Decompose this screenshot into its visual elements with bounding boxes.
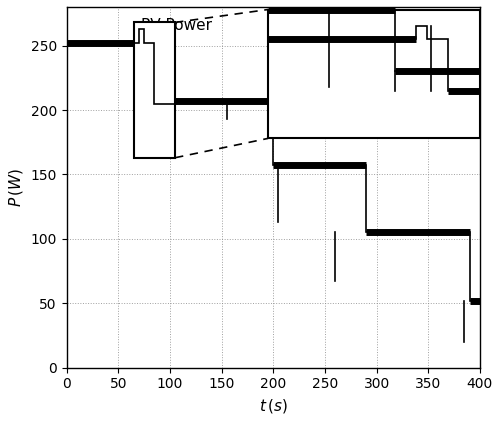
Y-axis label: $P\,(W)$: $P\,(W)$ <box>7 168 25 207</box>
Text: PV Power: PV Power <box>141 18 212 33</box>
Bar <box>134 22 175 158</box>
Bar <box>268 10 480 138</box>
X-axis label: $t\,(s)$: $t\,(s)$ <box>259 397 288 415</box>
